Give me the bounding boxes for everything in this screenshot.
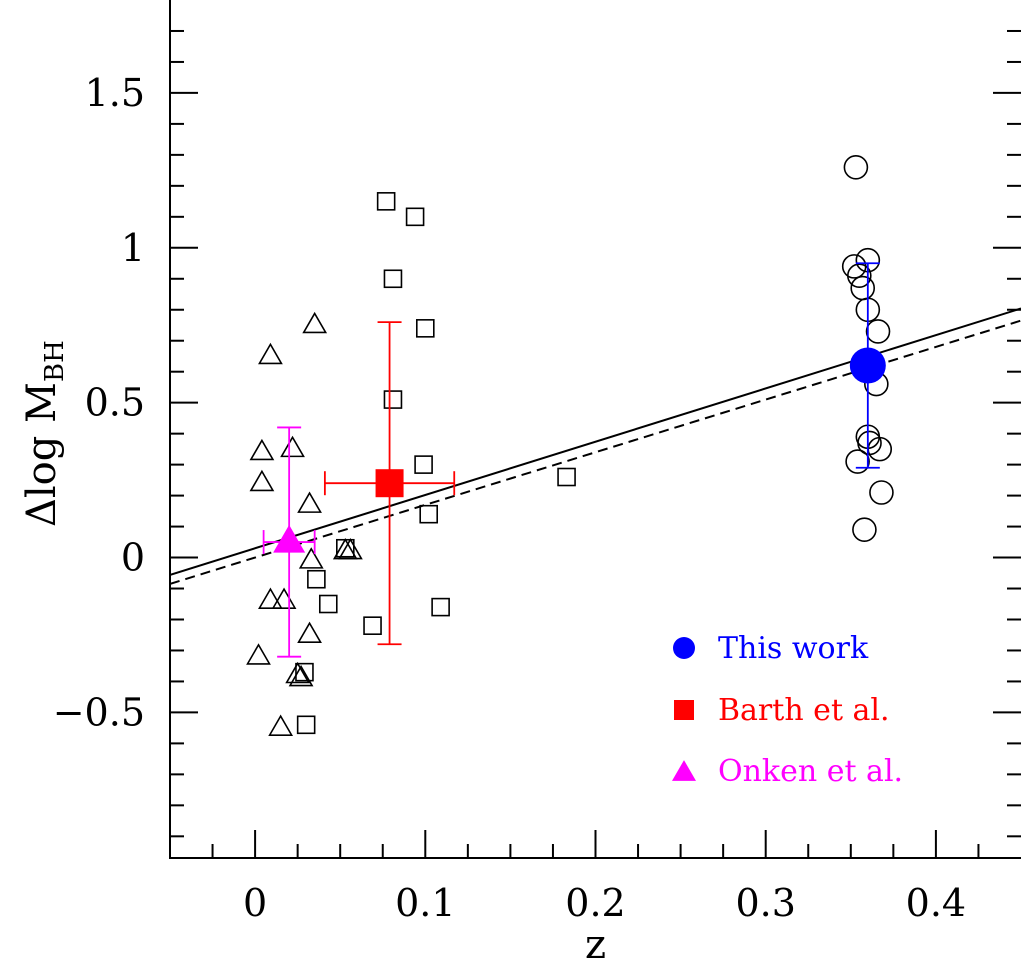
legend-marker-this-work [673, 637, 695, 659]
data-point-open-circle [869, 480, 894, 505]
data-point-open-square [414, 455, 433, 474]
legend: This work Barth et al. Onken et al. [672, 631, 903, 789]
data-point-open-triangle [246, 643, 271, 665]
data-point-open-square [419, 504, 439, 524]
y-axis-label: Δlog MBH [19, 340, 70, 527]
legend-marker-barth [674, 700, 694, 720]
data-point-open-circle [865, 319, 891, 344]
y-tick-label: 1.5 [85, 71, 145, 115]
fit-line-solid [170, 307, 1021, 576]
data-point-open-square [318, 594, 338, 614]
data-point-open-triangle [268, 714, 294, 736]
data-point-open-triangle [258, 342, 283, 365]
axis-tick-labels: 0 0.1 0.2 0.3 0.4 −0.5 0 0.5 1 1.5 [53, 71, 966, 925]
data-point-open-circle [843, 154, 869, 180]
data-point-open-triangle [258, 587, 283, 609]
y-axis-label-main: Δlog M [19, 382, 65, 527]
axis-ticks [170, 29, 1021, 858]
data-point-open-triangle [338, 537, 363, 560]
data-point-open-square [295, 662, 314, 682]
y-tick-label: 1 [121, 226, 145, 270]
data-point-open-square [405, 207, 425, 227]
legend-label-this-work: This work [718, 631, 869, 666]
data-point-open-square [336, 538, 355, 558]
data-point-open-square [557, 467, 576, 487]
data-point-open-square [383, 390, 403, 409]
data-point-open-square [376, 192, 396, 211]
legend-entry-onken: Onken et al. [672, 754, 903, 789]
data-point-open-square [363, 616, 382, 635]
x-tick-label: 0 [243, 881, 267, 925]
data-point-barth [375, 469, 404, 498]
data-point-open-triangle [249, 438, 275, 461]
x-axis-label: z [585, 922, 606, 965]
plot-area [170, 154, 1021, 736]
data-point-open-triangle [285, 661, 311, 684]
data-point-open-square [415, 319, 435, 338]
x-tick-label: 0.1 [395, 881, 455, 925]
data-point-this-work [849, 347, 886, 384]
x-tick-label: 0.4 [906, 881, 966, 925]
data-point-open-triangle [297, 621, 322, 644]
data-point-open-circle [845, 449, 870, 474]
legend-entry-this-work: This work [673, 631, 869, 666]
data-point-open-square [431, 597, 450, 617]
data-point-open-square [307, 569, 326, 589]
legend-label-onken: Onken et al. [718, 754, 903, 789]
data-point-open-triangle [249, 469, 275, 492]
legend-marker-onken [672, 760, 696, 781]
data-point-open-triangle [302, 311, 328, 334]
data-point-open-square [296, 715, 316, 735]
legend-entry-barth: Barth et al. [674, 693, 890, 728]
plot-frame [169, 0, 1021, 859]
x-tick-label: 0.3 [735, 881, 795, 925]
legend-label-barth: Barth et al. [718, 693, 890, 728]
data-point-open-circle [841, 254, 867, 279]
data-point-open-circle [852, 517, 877, 542]
y-tick-label: 0 [121, 536, 145, 580]
data-point-open-triangle [297, 491, 322, 513]
y-tick-label: 0.5 [85, 381, 145, 425]
data-point-open-triangle [298, 547, 324, 569]
y-axis-label-subscript: BH [40, 340, 70, 382]
x-tick-label: 0.2 [565, 881, 625, 925]
data-point-open-circle [850, 275, 876, 301]
data-point-open-square [383, 269, 403, 289]
data-point-onken [273, 524, 306, 553]
y-tick-label: −0.5 [53, 690, 145, 734]
data-point-open-triangle [280, 435, 305, 458]
